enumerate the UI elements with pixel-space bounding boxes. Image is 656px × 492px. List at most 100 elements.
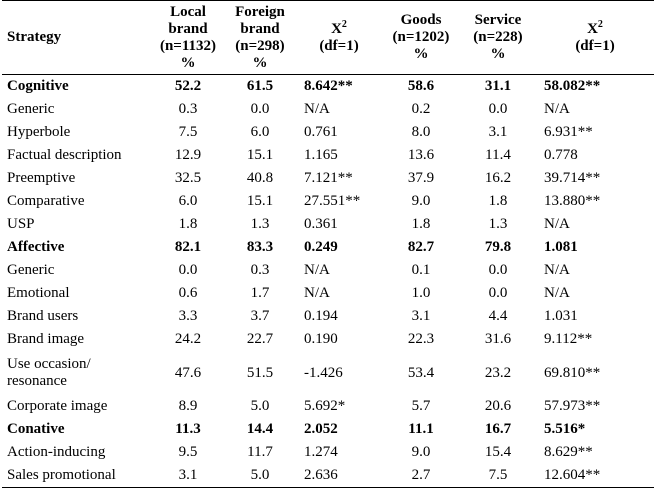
foreign-brand-value: 0.0 [250, 101, 270, 117]
chi-square-brand-value: 0.194 [304, 308, 338, 324]
local-brand-value: 11.3 [175, 421, 201, 437]
chi-square-brand-value: 1.165 [304, 147, 338, 163]
chi-square-product-value: 9.112** [544, 331, 593, 347]
chi-square-product-value: N/A [544, 262, 570, 278]
local-brand-value: 0.6 [178, 285, 198, 301]
service-value: 0.0 [488, 101, 508, 117]
service-value: 79.8 [484, 239, 512, 255]
table-row: Brand users 3.3 3.7 0.194 3.1 4.4 1.031 [2, 305, 654, 328]
chi-square-product-value: 1.031 [544, 308, 578, 324]
table-body: Cognitive 52.2 61.5 8.642** 58.6 31.1 58… [2, 75, 654, 488]
foreign-brand-value: 5.0 [224, 464, 296, 488]
strategy-name: Cognitive [7, 78, 69, 94]
local-brand-value: 82.1 [174, 239, 202, 255]
strategy-name: Brand image [7, 331, 85, 347]
goods-value: 8.0 [411, 124, 431, 140]
chi-square-product-value: 69.810** [544, 364, 601, 381]
strategy-name: Corporate image [7, 398, 108, 414]
goods-value: 53.4 [407, 364, 435, 381]
local-brand-value: 52.2 [174, 78, 202, 94]
local-brand-value: 24.2 [174, 331, 202, 347]
local-brand-value: 12.9 [174, 147, 202, 163]
strategy-name: Factual description [7, 147, 122, 163]
chi-square-product-value: 8.629** [544, 444, 593, 460]
goods-value: 9.0 [411, 444, 431, 460]
header-foreign-brand: Foreign brand (n=298)% [224, 0, 296, 75]
foreign-brand-value: 22.7 [246, 331, 274, 347]
strategy-name: Affective [7, 239, 65, 255]
table-row: Sales promotional 3.1 5.0 2.636 2.7 7.5 … [2, 464, 654, 488]
chi-square-product-value: 6.931** [544, 124, 593, 140]
goods-value: 13.6 [407, 147, 435, 163]
service-value: 3.1 [488, 124, 508, 140]
strategy-name: Generic [7, 262, 55, 278]
local-brand-value: 7.5 [178, 124, 198, 140]
local-brand-value: 8.9 [178, 398, 198, 414]
goods-value: 3.1 [411, 308, 431, 324]
table-row: Preemptive 32.5 40.8 7.121** 37.9 16.2 3… [2, 167, 654, 190]
table-row: Factual description 12.9 15.1 1.165 13.6… [2, 144, 654, 167]
table-row: Brand image 24.2 22.7 0.190 22.3 31.6 9.… [2, 328, 654, 351]
local-brand-value: 1.8 [178, 216, 198, 232]
strategy-name: Action-inducing [7, 444, 106, 460]
foreign-brand-value: 40.8 [246, 170, 274, 186]
table-row: Emotional 0.6 1.7 N/A 1.0 0.0 N/A [2, 282, 654, 305]
chi-square-product-value: N/A [544, 285, 570, 301]
chi-square-product-value: N/A [544, 216, 570, 232]
header-local-brand: Local brand (n=1132)% [152, 0, 224, 75]
table-row: USP 1.8 1.3 0.361 1.8 1.3 N/A [2, 213, 654, 236]
service-value: 1.3 [488, 216, 508, 232]
table-row: Hyperbole 7.5 6.0 0.761 8.0 3.1 6.931** [2, 121, 654, 144]
goods-value: 0.2 [411, 101, 431, 117]
goods-value: 82.7 [407, 239, 435, 255]
chi-square-product-value: 5.516* [544, 421, 586, 437]
strategy-name: Brand users [7, 308, 79, 324]
strategy-name: Sales promotional [2, 464, 152, 488]
chi-square-product-value: 39.714** [544, 170, 601, 186]
chi-square-product-value: 57.973** [544, 398, 601, 414]
service-value: 0.0 [488, 262, 508, 278]
foreign-brand-value: 3.7 [250, 308, 270, 324]
foreign-brand-value: 15.1 [246, 147, 274, 163]
chi-square-brand-value: 2.636 [296, 464, 382, 488]
goods-value: 5.7 [411, 398, 431, 414]
goods-value: 0.1 [411, 262, 431, 278]
goods-value: 37.9 [407, 170, 435, 186]
strategy-name: USP [7, 216, 35, 232]
strategy-name: Use occasion/ resonance [7, 356, 91, 389]
foreign-brand-value: 61.5 [246, 78, 274, 94]
table-row: Action-inducing 9.5 11.7 1.274 9.0 15.4 … [2, 441, 654, 464]
header-row: Strategy Local brand (n=1132)% Foreign bran… [2, 0, 654, 75]
table-header: Strategy Local brand (n=1132)% Foreign bran… [2, 0, 654, 75]
table-row: Affective 82.1 83.3 0.249 82.7 79.8 1.08… [2, 236, 654, 259]
chi-square-brand-value: 0.190 [304, 331, 338, 347]
foreign-brand-value: 15.1 [246, 193, 274, 209]
header-strategy: Strategy [2, 0, 152, 75]
chi-square-product-value: 0.778 [544, 147, 578, 163]
local-brand-value: 3.1 [152, 464, 224, 488]
chi-square-brand-value: 0.361 [304, 216, 338, 232]
table-row: Conative 11.3 14.4 2.052 11.1 16.7 5.516… [2, 418, 654, 441]
service-value: 1.8 [488, 193, 508, 209]
header-service: Service (n=228)% [460, 0, 536, 75]
foreign-brand-value: 1.3 [250, 216, 270, 232]
local-brand-value: 9.5 [178, 444, 198, 460]
strategy-name: Preemptive [7, 170, 76, 186]
service-value: 31.1 [484, 78, 512, 94]
service-value: 7.5 [460, 464, 536, 488]
chi-square-brand-value: N/A [304, 262, 330, 278]
goods-value: 1.0 [411, 285, 431, 301]
goods-value: 2.7 [382, 464, 460, 488]
header-chi-square-brand: X2 (df=1) [296, 0, 382, 75]
chi-square-brand-value: 0.249 [304, 239, 338, 255]
service-value: 31.6 [484, 331, 512, 347]
chi-square-brand-value: 1.274 [304, 444, 338, 460]
chi-square-product-value: 1.081 [544, 239, 578, 255]
foreign-brand-value: 51.5 [246, 364, 274, 381]
table-row: Generic 0.3 0.0 N/A 0.2 0.0 N/A [2, 98, 654, 121]
local-brand-value: 47.6 [174, 364, 202, 381]
chi-square-product-value: 58.082** [544, 78, 601, 94]
strategy-name: Emotional [7, 285, 70, 301]
goods-value: 58.6 [407, 78, 435, 94]
strategy-name: Conative [7, 421, 65, 437]
